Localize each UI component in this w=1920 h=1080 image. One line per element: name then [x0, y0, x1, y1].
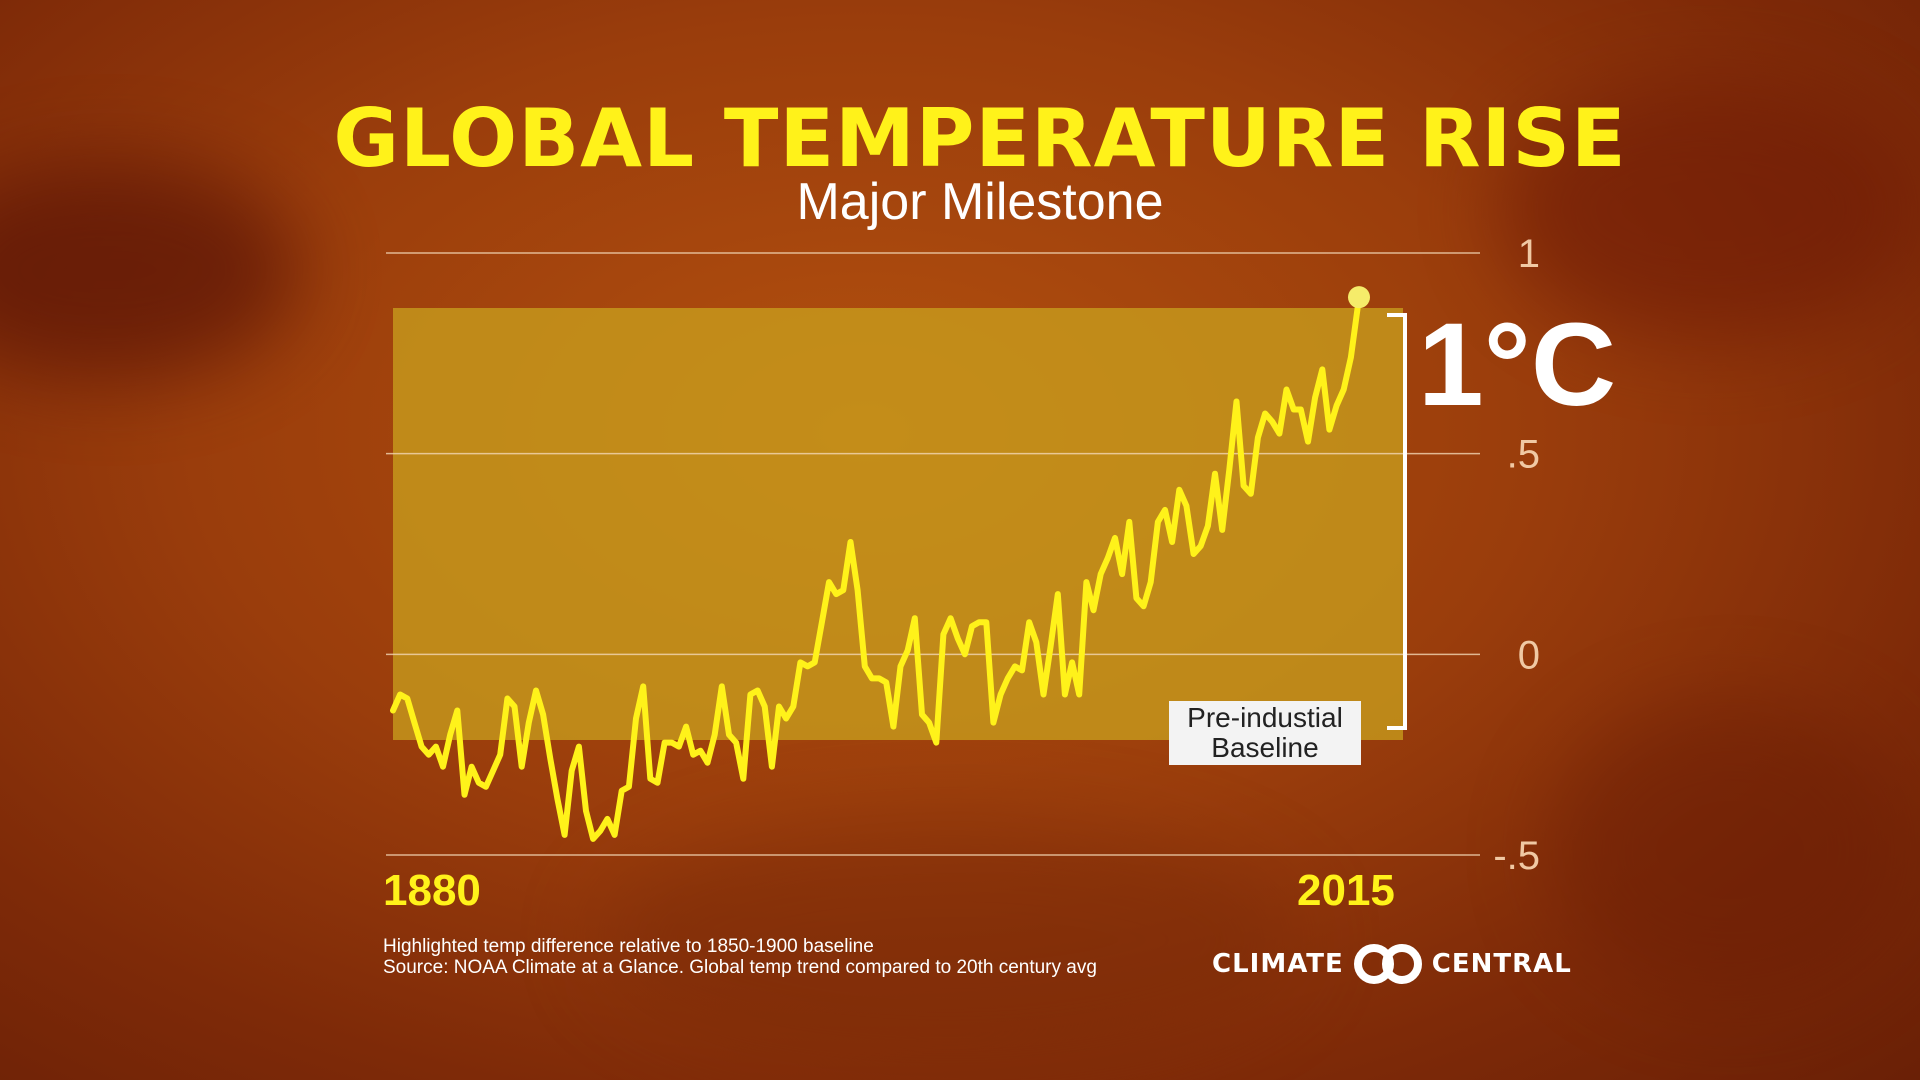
rise-label: 1°C [1418, 299, 1616, 431]
background-blob [1500, 80, 1920, 340]
logo-rings-icon [1353, 944, 1422, 984]
x-tick-label-start: 1880 [383, 866, 481, 915]
baseline-label-line1: Pre-industial [1187, 702, 1343, 733]
rise-bracket [1387, 313, 1407, 730]
y-tick-labels: -.5 0 .5 1 [1493, 232, 1540, 878]
footnote-source: Source: NOAA Climate at a Glance. Global… [383, 957, 1097, 978]
footnote-line1: Highlighted temp difference relative to … [383, 936, 874, 957]
y-tick-label: -.5 [1493, 834, 1540, 878]
footnote: Highlighted temp difference relative to … [383, 936, 1097, 978]
gridlines [386, 252, 1480, 856]
y-tick-label: .5 [1507, 433, 1540, 477]
logo-text-right: CENTRAL [1431, 949, 1572, 979]
background-blob [0, 160, 300, 380]
climate-central-logo: CLIMATE CENTRAL [1212, 942, 1572, 986]
y-tick-label: 0 [1518, 633, 1540, 677]
baseline-label-box: Pre-industial Baseline [1169, 701, 1361, 765]
background-blob [1550, 700, 1910, 1000]
x-tick-label-end: 2015 [1297, 866, 1395, 915]
background-blob [600, 820, 1300, 1060]
chart-subtitle: Major Milestone [796, 173, 1164, 231]
latest-point-marker [1348, 286, 1370, 309]
y-tick-label: 1 [1518, 232, 1540, 276]
chart-title: GLOBAL TEMPERATURE RISE [333, 92, 1627, 185]
logo-text-left: CLIMATE [1212, 949, 1344, 979]
temperature-series-line [390, 302, 1361, 842]
baseline-label-line2: Baseline [1211, 732, 1319, 763]
